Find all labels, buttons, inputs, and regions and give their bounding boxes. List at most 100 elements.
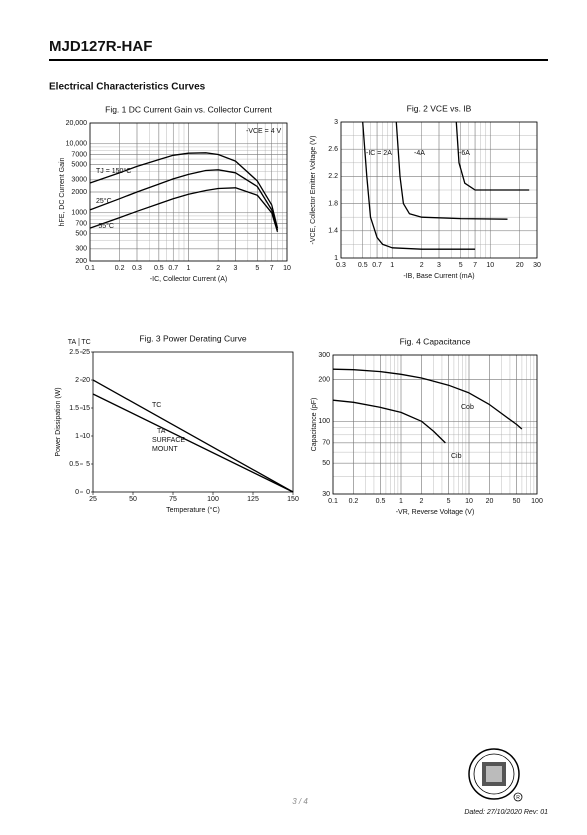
y-tick-label: 3 <box>334 119 338 126</box>
plot-frame <box>89 122 288 262</box>
series-line <box>362 121 476 250</box>
series-line <box>89 169 279 231</box>
series-label: -55°C <box>96 222 114 230</box>
plot-frame <box>340 121 538 259</box>
svg-text:R: R <box>516 795 520 801</box>
y-tick-label: 2.6 <box>328 146 338 153</box>
y-tick-label: 0 <box>75 489 79 496</box>
x-tick-label: 1 <box>187 265 191 272</box>
series-label: -IC = 2A <box>366 150 392 157</box>
series-label: -6A <box>459 150 470 157</box>
series-label: TA <box>157 428 166 435</box>
chart-title: Fig. 3 Power Derating Curve <box>139 333 247 343</box>
x-tick-label: 3 <box>437 262 441 269</box>
x-tick-label: 25 <box>89 496 97 503</box>
logo: R <box>468 748 523 802</box>
x-tick-label: 100 <box>207 496 219 503</box>
y-axis-label: Power Dissipation (W) <box>55 387 62 456</box>
y-tick-label: 1.8 <box>328 200 338 207</box>
x-tick-label: 100 <box>531 498 543 505</box>
x-tick-label: 0.5 <box>376 498 386 505</box>
y-tick-label: 100 <box>318 418 330 425</box>
y-tick-label: 3000 <box>71 177 87 184</box>
x-tick-label: 7 <box>473 262 477 269</box>
series-line <box>332 368 523 430</box>
x-tick-label: 0.7 <box>372 262 382 269</box>
y-tick-label: 2000 <box>71 189 87 196</box>
series-line <box>332 399 446 444</box>
x-tick-label: 10 <box>283 265 291 272</box>
x-tick-label: 30 <box>533 262 541 269</box>
y-tick-label: 1000 <box>71 210 87 217</box>
y-tick-label: 200 <box>75 258 87 265</box>
x-tick-label: 1 <box>399 498 403 505</box>
y2-tick-label: 25 <box>82 349 90 356</box>
chart-title: Fig. 2 VCE vs. IB <box>407 103 472 113</box>
x-tick-label: 0.1 <box>328 498 338 505</box>
date-note: Dated: 27/10/2020 Rev: 01 <box>464 809 548 816</box>
y2-tick-label: 20 <box>82 377 90 384</box>
x-tick-label: 2 <box>420 498 424 505</box>
series-line <box>89 152 279 229</box>
chart-title: Fig. 4 Capacitance <box>400 336 471 346</box>
x-tick-label: 150 <box>287 496 299 503</box>
x-tick-label: 20 <box>486 498 494 505</box>
y-tick-label: 1 <box>334 255 338 262</box>
series-label: Cob <box>461 404 474 411</box>
series-line <box>455 121 530 191</box>
x-tick-label: 5 <box>459 262 463 269</box>
series-label: TJ = 150°C <box>96 167 131 175</box>
y-tick-label: 2.2 <box>328 173 338 180</box>
y-tick-label: 2 <box>75 377 79 384</box>
y2-tick-label: 5 <box>86 461 90 468</box>
plot-frame <box>92 351 294 493</box>
x-tick-label: 0.2 <box>349 498 359 505</box>
series-label: 25°C <box>96 197 112 205</box>
series-label: Cib <box>451 453 462 460</box>
x-tick-label: 20 <box>516 262 524 269</box>
y-axis-title: TA <box>68 339 77 346</box>
x-axis-label: Temperature (°C) <box>166 506 220 514</box>
y-tick-label: 1.5 <box>69 405 79 412</box>
y-tick-label: 300 <box>318 352 330 359</box>
y2-axis-title: TC <box>81 339 90 346</box>
section-title: Electrical Characteristics Curves <box>49 82 206 93</box>
series-label: -4A <box>414 150 425 157</box>
x-tick-label: 0.7 <box>168 265 178 272</box>
y-tick-label: 500 <box>75 230 87 237</box>
chart-title: Fig. 1 DC Current Gain vs. Collector Cur… <box>105 104 272 114</box>
x-tick-label: 50 <box>513 498 521 505</box>
series-annotation: SURFACE <box>152 437 185 444</box>
x-axis-label: -IC, Collector Current (A) <box>150 276 227 283</box>
x-tick-label: 5 <box>447 498 451 505</box>
y-axis-label: Capacitance (pF) <box>311 398 318 452</box>
x-tick-label: 0.3 <box>132 265 142 272</box>
annotation: -VCE = 4 V <box>246 128 282 135</box>
y-tick-label: 700 <box>75 220 87 227</box>
y-tick-label: 30 <box>322 491 330 498</box>
y-tick-label: 300 <box>75 246 87 253</box>
x-tick-label: 0.1 <box>85 265 95 272</box>
y2-tick-label: 0 <box>86 489 90 496</box>
y2-tick-label: 15 <box>82 405 90 412</box>
y-tick-label: 5000 <box>71 161 87 168</box>
series-line <box>395 121 508 220</box>
x-tick-label: 0.5 <box>358 262 368 269</box>
x-axis-label: -IB, Base Current (mA) <box>403 273 474 280</box>
y-tick-label: 0.5 <box>69 461 79 468</box>
y-tick-label: 200 <box>318 376 330 383</box>
x-tick-label: 0.2 <box>115 265 125 272</box>
x-tick-label: 1 <box>390 262 394 269</box>
series-annotation: MOUNT <box>152 446 178 453</box>
x-tick-label: 125 <box>247 496 259 503</box>
y2-tick-label: 10 <box>82 433 90 440</box>
y-tick-label: 1.4 <box>328 228 338 235</box>
y-tick-label: 10,000 <box>66 141 88 148</box>
doc-title: MJD127R-HAF <box>49 38 152 55</box>
plot-frame <box>332 354 538 495</box>
y-tick-label: 2.5 <box>69 349 79 356</box>
y-tick-label: 50 <box>322 460 330 467</box>
page-number: 3 / 4 <box>292 797 308 806</box>
